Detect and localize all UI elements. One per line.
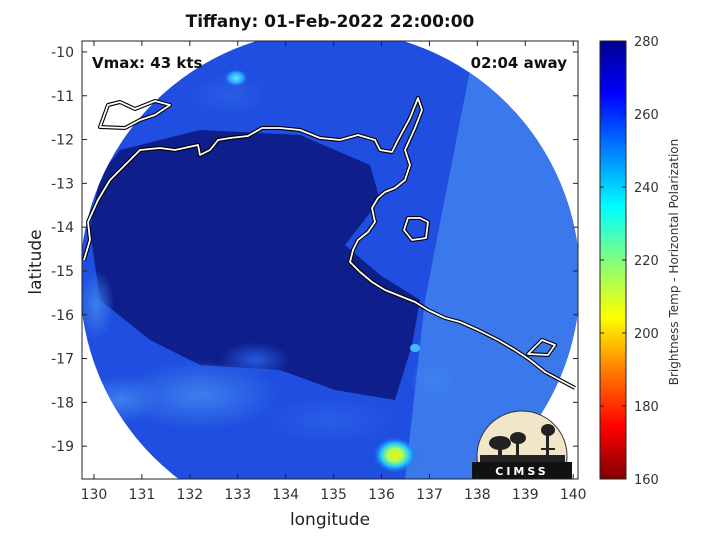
logo-text: CIMSS	[495, 465, 548, 478]
x-tick-label: 131	[129, 487, 156, 503]
colorbar-tick-label: 240	[634, 181, 659, 196]
x-tick-label: 134	[272, 487, 299, 503]
y-tick-label: -16	[51, 308, 74, 324]
warm-spot	[410, 344, 420, 352]
y-tick-label: -12	[51, 133, 74, 149]
axes-frame	[81, 40, 579, 480]
x-tick-label: 139	[512, 487, 539, 503]
colorbar-tick-label: 200	[634, 327, 659, 342]
x-tick-label: 133	[224, 487, 251, 503]
y-tick-label: -14	[51, 220, 74, 236]
colorbar-ticks: 280 260 240 220 200 180 160	[600, 35, 659, 488]
y-axis-label: latitude	[26, 229, 46, 295]
warm-patch	[410, 355, 460, 405]
cimss-logo: CIMSS	[472, 410, 572, 479]
x-tick-label: 138	[464, 487, 491, 503]
warm-hotspot	[373, 437, 417, 473]
y-tick-label: -13	[51, 176, 74, 192]
y-tick-label: -15	[51, 264, 74, 280]
x-tick-label: 140	[560, 487, 587, 503]
warm-spot	[224, 69, 248, 87]
x-tick-label: 135	[320, 487, 347, 503]
colorbar-tick-label: 160	[634, 473, 659, 488]
y-tick-label: -17	[51, 352, 74, 368]
y-tick-label: -19	[51, 439, 74, 455]
colorbar-tick-label: 260	[634, 108, 659, 123]
colorbar-tick-label: 280	[634, 35, 659, 50]
swath-layer: CIMSS	[82, 41, 578, 479]
coastline	[83, 97, 576, 389]
y-tick-label: -11	[51, 89, 74, 105]
warm-patch	[82, 375, 160, 425]
vmax-annotation: Vmax: 43 kts	[92, 54, 202, 72]
warm-patch	[82, 270, 114, 340]
time-away-annotation: 02:04 away	[471, 54, 568, 72]
x-tick-label: 137	[416, 487, 443, 503]
axis-ticks: 130 131 132 133 134 135 136 137 138 139 140 -10 -11 -…	[51, 41, 587, 503]
y-tick-label: -18	[51, 395, 74, 411]
swath-cold-core	[90, 130, 420, 400]
x-tick-label: 130	[81, 487, 108, 503]
warm-patch	[190, 73, 270, 117]
warm-patch	[260, 395, 400, 445]
warm-patch	[220, 342, 290, 378]
warm-patch	[120, 360, 280, 430]
colorbar-tick-label: 180	[634, 400, 659, 415]
plot-title: Tiffany: 01-Feb-2022 22:00:00	[185, 12, 475, 32]
colorbar-label: Brightness Temp - Horizontal Polarizatio…	[667, 138, 681, 386]
y-tick-label: -10	[51, 45, 74, 61]
x-tick-label: 132	[176, 487, 203, 503]
x-axis-label: longitude	[289, 510, 371, 530]
colorbar-tick-label: 220	[634, 254, 659, 269]
x-tick-label: 136	[368, 487, 395, 503]
